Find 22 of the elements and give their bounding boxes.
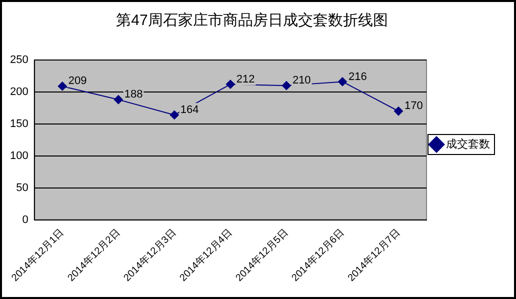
point bbox=[338, 77, 347, 86]
point bbox=[114, 95, 123, 104]
y-tick-label: 250 bbox=[10, 54, 28, 66]
point bbox=[58, 82, 67, 91]
data-label: 170 bbox=[404, 100, 423, 112]
data-label: 188 bbox=[124, 88, 143, 101]
y-tick-label: 150 bbox=[10, 118, 28, 130]
point bbox=[282, 81, 291, 90]
y-tick-label: 200 bbox=[10, 86, 28, 98]
data-label: 164 bbox=[180, 104, 199, 116]
point bbox=[394, 106, 403, 116]
point bbox=[170, 110, 179, 120]
y-tick-label: 0 bbox=[22, 214, 28, 226]
data-label: 216 bbox=[348, 70, 367, 83]
legend-label: 成交套数 bbox=[446, 138, 490, 151]
point bbox=[226, 80, 235, 89]
data-label: 209 bbox=[68, 75, 87, 88]
data-label: 212 bbox=[236, 73, 255, 86]
data-label: 210 bbox=[292, 74, 311, 87]
chart-title: 第47周石家庄市商品房日成交套数折线图 bbox=[116, 12, 388, 30]
y-tick-label: 50 bbox=[16, 182, 28, 194]
y-tick-label: 100 bbox=[10, 150, 28, 162]
